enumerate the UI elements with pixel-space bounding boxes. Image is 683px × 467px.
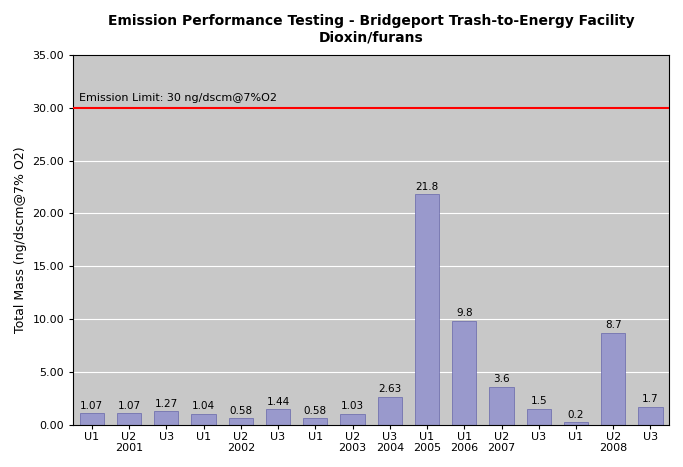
Bar xyxy=(191,414,216,425)
Text: 1.7: 1.7 xyxy=(642,394,659,404)
Text: 1.27: 1.27 xyxy=(155,398,178,409)
Y-axis label: Total Mass (ng/dscm@7% O2): Total Mass (ng/dscm@7% O2) xyxy=(14,147,27,333)
Bar xyxy=(527,409,551,425)
Text: Emission Limit: 30 ng/dscm@7%O2: Emission Limit: 30 ng/dscm@7%O2 xyxy=(79,93,277,103)
Bar xyxy=(452,321,476,425)
Bar xyxy=(229,418,253,425)
Text: 1.44: 1.44 xyxy=(266,397,290,407)
Text: 1.5: 1.5 xyxy=(531,396,547,406)
Text: 1.04: 1.04 xyxy=(192,401,215,411)
Bar xyxy=(378,397,402,425)
Text: 0.58: 0.58 xyxy=(229,406,253,416)
Bar xyxy=(80,413,104,425)
Bar xyxy=(303,418,327,425)
Text: 1.07: 1.07 xyxy=(117,401,141,410)
Bar xyxy=(564,423,588,425)
Text: 0.58: 0.58 xyxy=(304,406,327,416)
Bar xyxy=(639,407,663,425)
Text: 0.2: 0.2 xyxy=(568,410,584,420)
Text: 1.03: 1.03 xyxy=(341,401,364,411)
Title: Emission Performance Testing - Bridgeport Trash-to-Energy Facility
Dioxin/furans: Emission Performance Testing - Bridgepor… xyxy=(108,14,635,44)
Bar xyxy=(117,413,141,425)
Bar xyxy=(415,194,439,425)
Text: 2.63: 2.63 xyxy=(378,384,402,394)
Bar xyxy=(266,410,290,425)
Bar xyxy=(154,411,178,425)
Text: 9.8: 9.8 xyxy=(456,308,473,318)
Text: 3.6: 3.6 xyxy=(493,374,510,384)
Bar xyxy=(601,333,626,425)
Bar xyxy=(490,387,514,425)
Text: 21.8: 21.8 xyxy=(415,182,438,192)
Text: 1.07: 1.07 xyxy=(81,401,103,410)
Bar xyxy=(340,414,365,425)
Text: 8.7: 8.7 xyxy=(605,320,622,330)
